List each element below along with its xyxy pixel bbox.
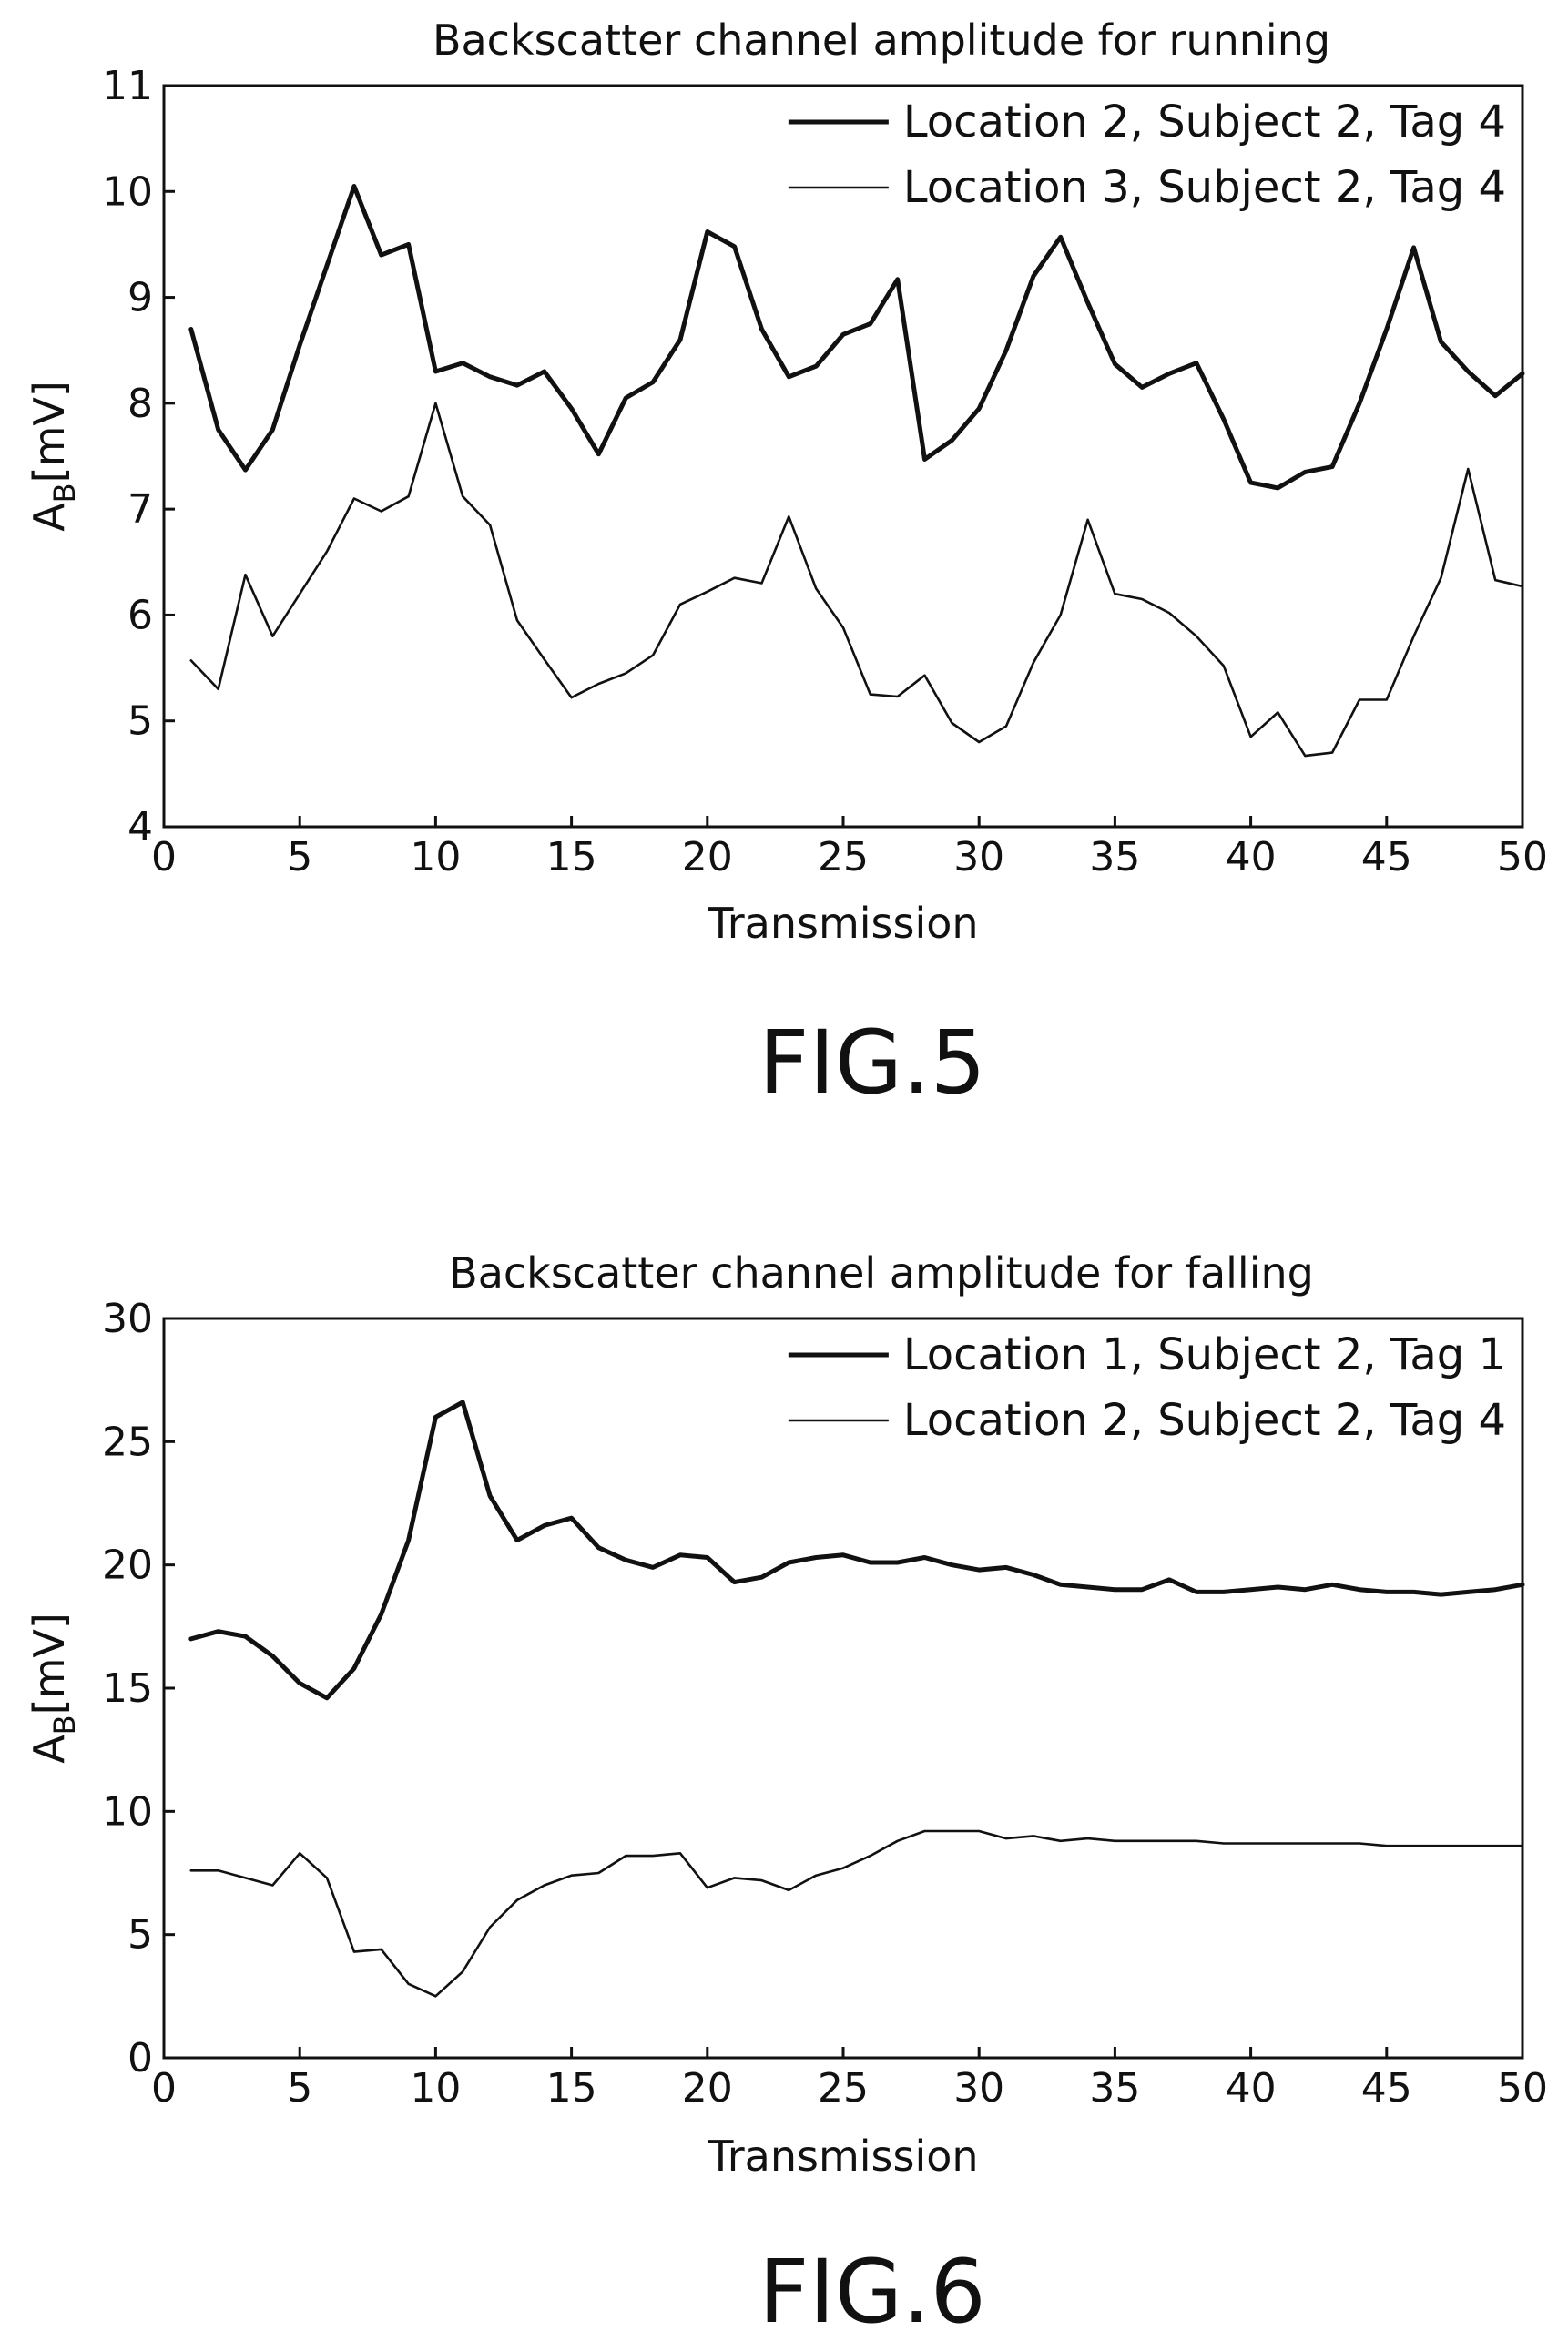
x-tick-label: 5 xyxy=(287,2065,312,2112)
chart-title: Backscatter channel amplitude for fallin… xyxy=(449,1248,1314,1298)
x-tick-label: 10 xyxy=(410,834,461,880)
legend: Location 1, Subject 2, Tag 1 Location 2, … xyxy=(788,1329,1506,1446)
y-axis-label-main: A xyxy=(25,503,74,532)
y-tick-label: 15 xyxy=(102,1665,153,1712)
y-tick-label: 0 xyxy=(127,2035,153,2081)
y-axis-label-unit: [mV] xyxy=(25,381,74,483)
figure-label-6: FIG.6 xyxy=(759,2241,986,2341)
y-tick-label: 4 xyxy=(127,804,153,850)
y-tick-label: 11 xyxy=(102,63,153,109)
y-tick-label: 10 xyxy=(102,168,153,215)
y-tick-label: 8 xyxy=(127,381,153,427)
figure-label-5: FIG.5 xyxy=(759,1012,986,1114)
x-tick-label: 35 xyxy=(1089,834,1140,880)
x-tick-label: 25 xyxy=(818,834,869,880)
x-tick-label: 40 xyxy=(1226,2065,1277,2112)
y-axis-label-main: A xyxy=(25,1735,74,1764)
series-line-2 xyxy=(189,1829,1524,1998)
y-axis-label-sub: B xyxy=(47,483,82,503)
plot-area: 0 5 10 15 20 25 30 35 40 45 50 0 5 10 15 20 25 30 xyxy=(102,1296,1548,2112)
y-tick-label: 5 xyxy=(127,698,153,745)
x-tick-label: 50 xyxy=(1497,2065,1548,2112)
legend-label-2: Location 2, Subject 2, Tag 4 xyxy=(903,1395,1506,1446)
x-tick-label: 30 xyxy=(953,2065,1004,2112)
x-tick-label: 20 xyxy=(682,2065,733,2112)
x-tick-label: 45 xyxy=(1361,834,1412,880)
y-tick-label: 7 xyxy=(127,486,153,533)
x-tick-label: 45 xyxy=(1361,2065,1412,2112)
x-tick-label: 25 xyxy=(818,2065,869,2112)
y-tick-label: 5 xyxy=(127,1912,153,1959)
x-axis-label: Transmission xyxy=(707,899,978,948)
y-tick-label: 10 xyxy=(102,1788,153,1835)
legend-label-2: Location 3, Subject 2, Tag 4 xyxy=(903,162,1506,213)
legend: Location 2, Subject 2, Tag 4 Location 3, … xyxy=(788,97,1506,213)
y-tick-label: 6 xyxy=(127,592,153,638)
x-tick-label: 15 xyxy=(546,834,597,880)
x-axis-label: Transmission xyxy=(707,2132,978,2181)
x-tick-label: 30 xyxy=(953,834,1004,880)
y-tick-label: 30 xyxy=(102,1296,153,1342)
chart-title: Backscatter channel amplitude for runnin… xyxy=(433,15,1330,65)
series-line-2 xyxy=(189,402,1524,758)
y-axis-label: AB[mV] xyxy=(25,381,82,532)
y-axis-label-sub: B xyxy=(47,1715,82,1735)
series-line-1 xyxy=(188,184,1525,491)
series-line-1 xyxy=(188,1400,1525,1701)
falling-amplitude-chart: Backscatter channel amplitude for fallin… xyxy=(25,1248,1548,2181)
y-axis-label: AB[mV] xyxy=(25,1613,82,1764)
plot-frame xyxy=(162,1317,1524,2060)
y-tick-label: 9 xyxy=(127,275,153,321)
x-tick-label: 20 xyxy=(682,834,733,880)
y-tick-label: 25 xyxy=(102,1419,153,1465)
x-tick-label: 10 xyxy=(410,2065,461,2112)
x-tick-label: 5 xyxy=(287,834,312,880)
x-tick-label: 40 xyxy=(1226,834,1277,880)
legend-label-1: Location 2, Subject 2, Tag 4 xyxy=(903,97,1506,148)
plot-frame xyxy=(162,84,1524,829)
running-amplitude-chart: Backscatter channel amplitude for runnin… xyxy=(25,15,1548,948)
x-tick-label: 15 xyxy=(546,2065,597,2112)
x-tick-label: 0 xyxy=(151,834,177,880)
x-tick-label: 35 xyxy=(1089,2065,1140,2112)
legend-label-1: Location 1, Subject 2, Tag 1 xyxy=(903,1329,1506,1380)
y-axis-label-unit: [mV] xyxy=(25,1613,74,1715)
y-tick-label: 20 xyxy=(102,1542,153,1589)
x-tick-label: 50 xyxy=(1497,834,1548,880)
x-tick-label: 0 xyxy=(151,2065,177,2112)
